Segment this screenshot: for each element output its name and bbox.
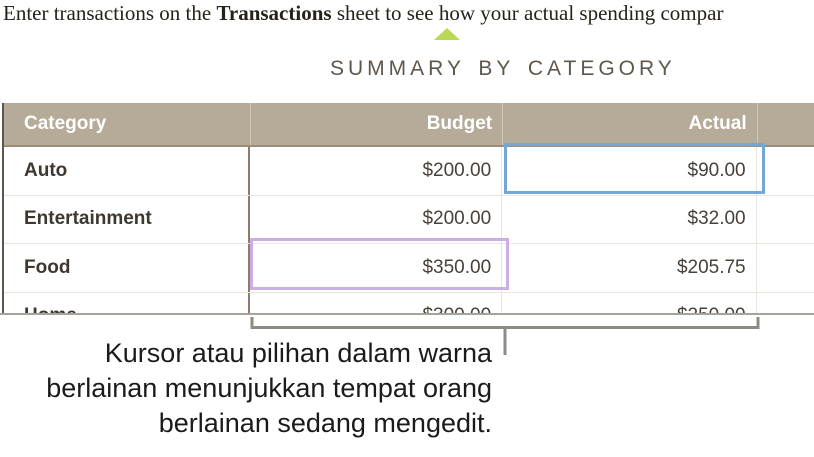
table-header-row: Category Budget Actual: [4, 103, 814, 147]
cell-auto-budget[interactable]: $200.00: [250, 147, 503, 195]
cell-auto-category[interactable]: Auto: [4, 147, 250, 195]
table-row-food: Food $350.00 $205.75: [4, 244, 814, 293]
cell-entertainment-category[interactable]: Entertainment: [4, 195, 250, 243]
header-cell-extra[interactable]: [756, 103, 814, 145]
instruction-text: Enter transactions on the Transactions s…: [3, 0, 723, 27]
table-row-entertainment: Entertainment $200.00 $32.00: [4, 195, 814, 244]
cell-food-extra[interactable]: [757, 244, 814, 292]
cell-home-extra[interactable]: [757, 293, 814, 314]
header-cell-category[interactable]: Category: [24, 113, 107, 134]
caption-text: Kursor atau pilihan dalam warna berlaina…: [46, 336, 492, 441]
spreadsheet-screenshot: Enter transactions on the Transactions s…: [0, 0, 814, 315]
callout-up-triangle-icon: [434, 28, 460, 40]
bracket-line: [250, 317, 760, 329]
summary-by-category-table: Category Budget Actual Auto $200.00 $90.…: [2, 103, 814, 314]
cell-home-budget[interactable]: $300.00: [250, 292, 503, 313]
cell-auto-actual[interactable]: $90.00: [502, 147, 757, 195]
instruction-suffix: sheet to see how your actual spending co…: [331, 1, 724, 25]
table-row-home: Home $300.00 $250.00: [4, 292, 814, 314]
instruction-sheet-name: Transactions: [216, 1, 332, 25]
cell-food-actual[interactable]: $205.75: [502, 244, 757, 292]
cell-home-actual[interactable]: $250.00: [502, 292, 757, 313]
caption-line-2: berlainan menunjukkan tempat orang: [46, 373, 492, 403]
cell-food-category[interactable]: Food: [4, 244, 250, 292]
header-cell-budget[interactable]: Budget: [249, 103, 502, 145]
caption-line-3: berlainan sedang mengedit.: [158, 408, 492, 438]
header-cell-actual[interactable]: Actual: [502, 103, 756, 145]
summary-title: SUMMARY BY CATEGORY: [330, 57, 676, 80]
cell-auto-extra[interactable]: [757, 147, 814, 195]
cell-entertainment-budget[interactable]: $200.00: [250, 195, 503, 243]
caption-line-1: Kursor atau pilihan dalam warna: [104, 338, 492, 368]
cell-food-budget[interactable]: $350.00: [250, 244, 503, 292]
cell-entertainment-extra[interactable]: [757, 196, 814, 244]
cell-entertainment-actual[interactable]: $32.00: [502, 195, 757, 243]
bracket-annotation: [250, 317, 760, 355]
cell-home-category[interactable]: Home: [4, 292, 250, 313]
instruction-prefix: Enter transactions on the: [3, 1, 217, 25]
table-row-auto: Auto $200.00 $90.00: [4, 147, 814, 196]
